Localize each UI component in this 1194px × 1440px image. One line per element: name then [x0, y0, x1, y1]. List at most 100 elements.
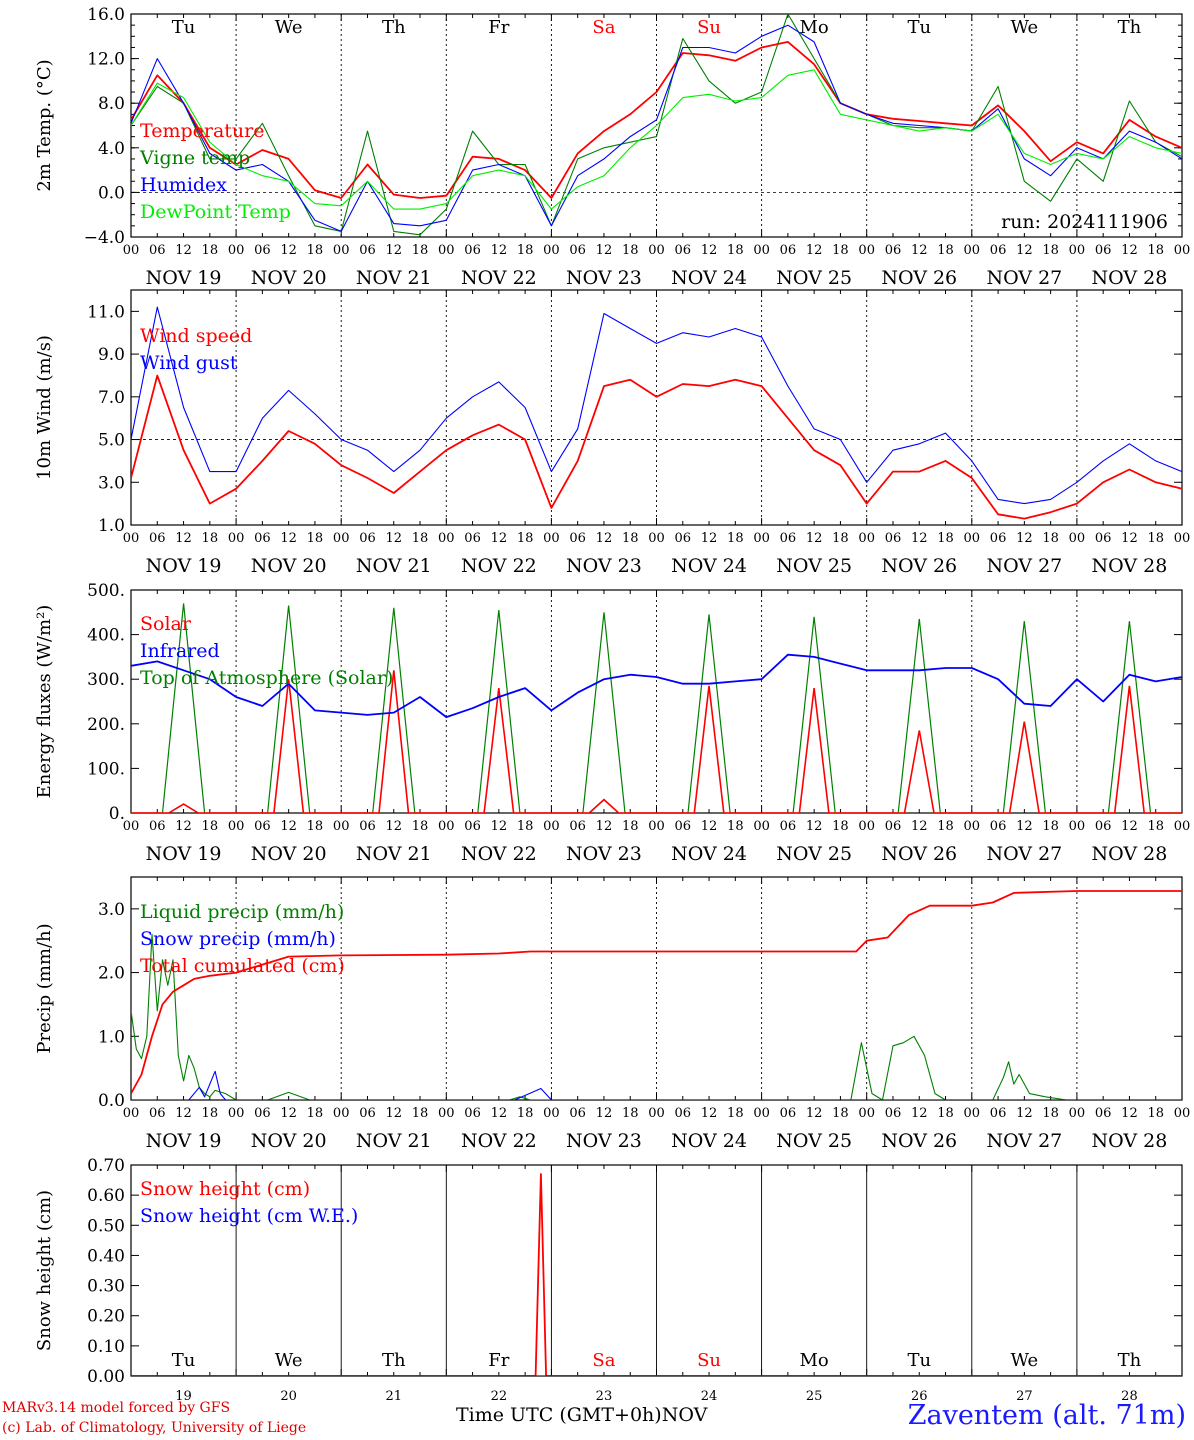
y-tick-label: −4.0 [84, 228, 125, 248]
date-label: NOV 25 [776, 843, 852, 865]
hour-tick-label: 18 [1147, 819, 1164, 834]
day-of-week-label: Sa [592, 1350, 615, 1371]
hour-tick-label: 06 [464, 1106, 481, 1121]
hour-tick-label: 12 [491, 243, 508, 258]
panel-4 [130, 876, 1183, 1101]
date-label: NOV 22 [461, 555, 537, 577]
hour-tick-label: 06 [885, 1106, 902, 1121]
day-of-week-label: Tu [172, 1350, 196, 1371]
day-of-week-label: Su [697, 17, 721, 38]
hour-tick-label: 00 [123, 531, 140, 546]
hour-tick-label: 06 [1095, 243, 1112, 258]
day-of-week-label: Tu [172, 17, 196, 38]
hour-tick-label: 06 [464, 531, 481, 546]
hour-tick-label: 06 [149, 819, 166, 834]
hour-tick-label: 06 [359, 243, 376, 258]
legend-entry: Infrared [140, 640, 220, 662]
hour-tick-label: 06 [149, 243, 166, 258]
date-label: NOV 26 [881, 555, 957, 577]
hour-tick-label: 18 [937, 531, 954, 546]
hour-tick-label: 00 [964, 819, 981, 834]
day-of-week-label: Mo [800, 17, 829, 38]
run-label: run: 2024111906 [1001, 211, 1168, 233]
hour-tick-label: 12 [596, 819, 613, 834]
y-tick-label: 5.0 [98, 431, 125, 451]
hour-tick-label: 06 [780, 531, 797, 546]
hour-tick-label: 18 [622, 819, 639, 834]
hour-tick-label: 00 [333, 531, 350, 546]
legend-entry: Temperature [140, 120, 264, 142]
hour-tick-label: 12 [911, 819, 928, 834]
hour-tick-label: 06 [464, 819, 481, 834]
date-label: NOV 28 [1092, 267, 1168, 289]
day-of-week-label: Th [382, 1350, 406, 1371]
day-number-label: 26 [911, 1389, 928, 1404]
lab-credit: (c) Lab. of Climatology, University of L… [2, 1420, 307, 1436]
hour-tick-label: 00 [123, 243, 140, 258]
hour-tick-label: 00 [438, 243, 455, 258]
hour-tick-label: 06 [675, 1106, 692, 1121]
date-label: NOV 28 [1092, 843, 1168, 865]
hour-tick-label: 18 [307, 531, 324, 546]
y-axis-title: Snow height (cm) [34, 1190, 55, 1351]
hour-tick-label: 18 [727, 531, 744, 546]
date-label: NOV 25 [776, 1130, 852, 1152]
hour-tick-label: 06 [885, 819, 902, 834]
series-group [131, 890, 1182, 1100]
hour-tick-label: 00 [228, 531, 245, 546]
hour-tick-label: 18 [412, 1106, 429, 1121]
date-label: NOV 20 [251, 843, 327, 865]
legend-entry: DewPoint Temp [140, 201, 291, 223]
date-label: NOV 23 [566, 267, 642, 289]
y-tick-label: 200. [87, 715, 125, 735]
legend-entry: Snow precip (mm/h) [140, 928, 336, 950]
y-tick-label: 0. [109, 804, 125, 824]
hour-tick-label: 12 [1121, 819, 1138, 834]
y-tick-label: 16.0 [87, 5, 125, 25]
time-axis-label: Time UTC (GMT+0h)NOV [456, 1404, 707, 1426]
hour-tick-label: 06 [990, 531, 1007, 546]
date-label: NOV 21 [356, 843, 432, 865]
hour-tick-label: 12 [701, 531, 718, 546]
hour-tick-label: 18 [202, 819, 219, 834]
date-label: NOV 28 [1092, 1130, 1168, 1152]
model-credit: MARv3.14 model forced by GFS [2, 1400, 231, 1416]
date-label: NOV 23 [566, 1130, 642, 1152]
series-line [131, 1173, 1182, 1376]
day-number-label: 27 [1016, 1389, 1033, 1404]
y-tick-label: 0.70 [87, 1156, 125, 1176]
hour-tick-label: 00 [543, 819, 560, 834]
hour-tick-label: 18 [727, 243, 744, 258]
hour-tick-label: 00 [228, 819, 245, 834]
y-tick-label: 2.0 [98, 964, 125, 984]
legend-entry: Snow height (cm) [140, 1178, 310, 1200]
hour-tick-label: 06 [569, 243, 586, 258]
hour-tick-label: 00 [438, 1106, 455, 1121]
y-tick-label: 1.0 [98, 1027, 125, 1047]
hour-tick-label: 12 [701, 243, 718, 258]
date-label: NOV 26 [881, 1130, 957, 1152]
y-tick-label: 0.0 [98, 1091, 125, 1111]
panel-2 [130, 289, 1183, 526]
hour-tick-label: 00 [333, 243, 350, 258]
date-label: NOV 25 [776, 555, 852, 577]
hour-tick-label: 06 [780, 819, 797, 834]
hour-tick-label: 18 [622, 243, 639, 258]
series-group [131, 603, 1182, 813]
hour-tick-label: 00 [228, 1106, 245, 1121]
y-tick-label: 0.00 [87, 1367, 125, 1387]
date-label: NOV 22 [461, 267, 537, 289]
date-label: NOV 24 [671, 843, 747, 865]
hour-tick-label: 06 [675, 243, 692, 258]
hour-tick-label: 00 [1174, 531, 1191, 546]
hour-tick-label: 18 [727, 819, 744, 834]
hour-tick-label: 00 [964, 531, 981, 546]
hour-tick-label: 18 [517, 531, 534, 546]
y-tick-label: 0.50 [87, 1216, 125, 1236]
hour-tick-label: 00 [964, 1106, 981, 1121]
y-axis-title: Precip (mm/h) [34, 923, 55, 1053]
hour-tick-label: 06 [885, 243, 902, 258]
y-tick-label: 0.20 [87, 1307, 125, 1327]
hour-tick-label: 18 [307, 819, 324, 834]
